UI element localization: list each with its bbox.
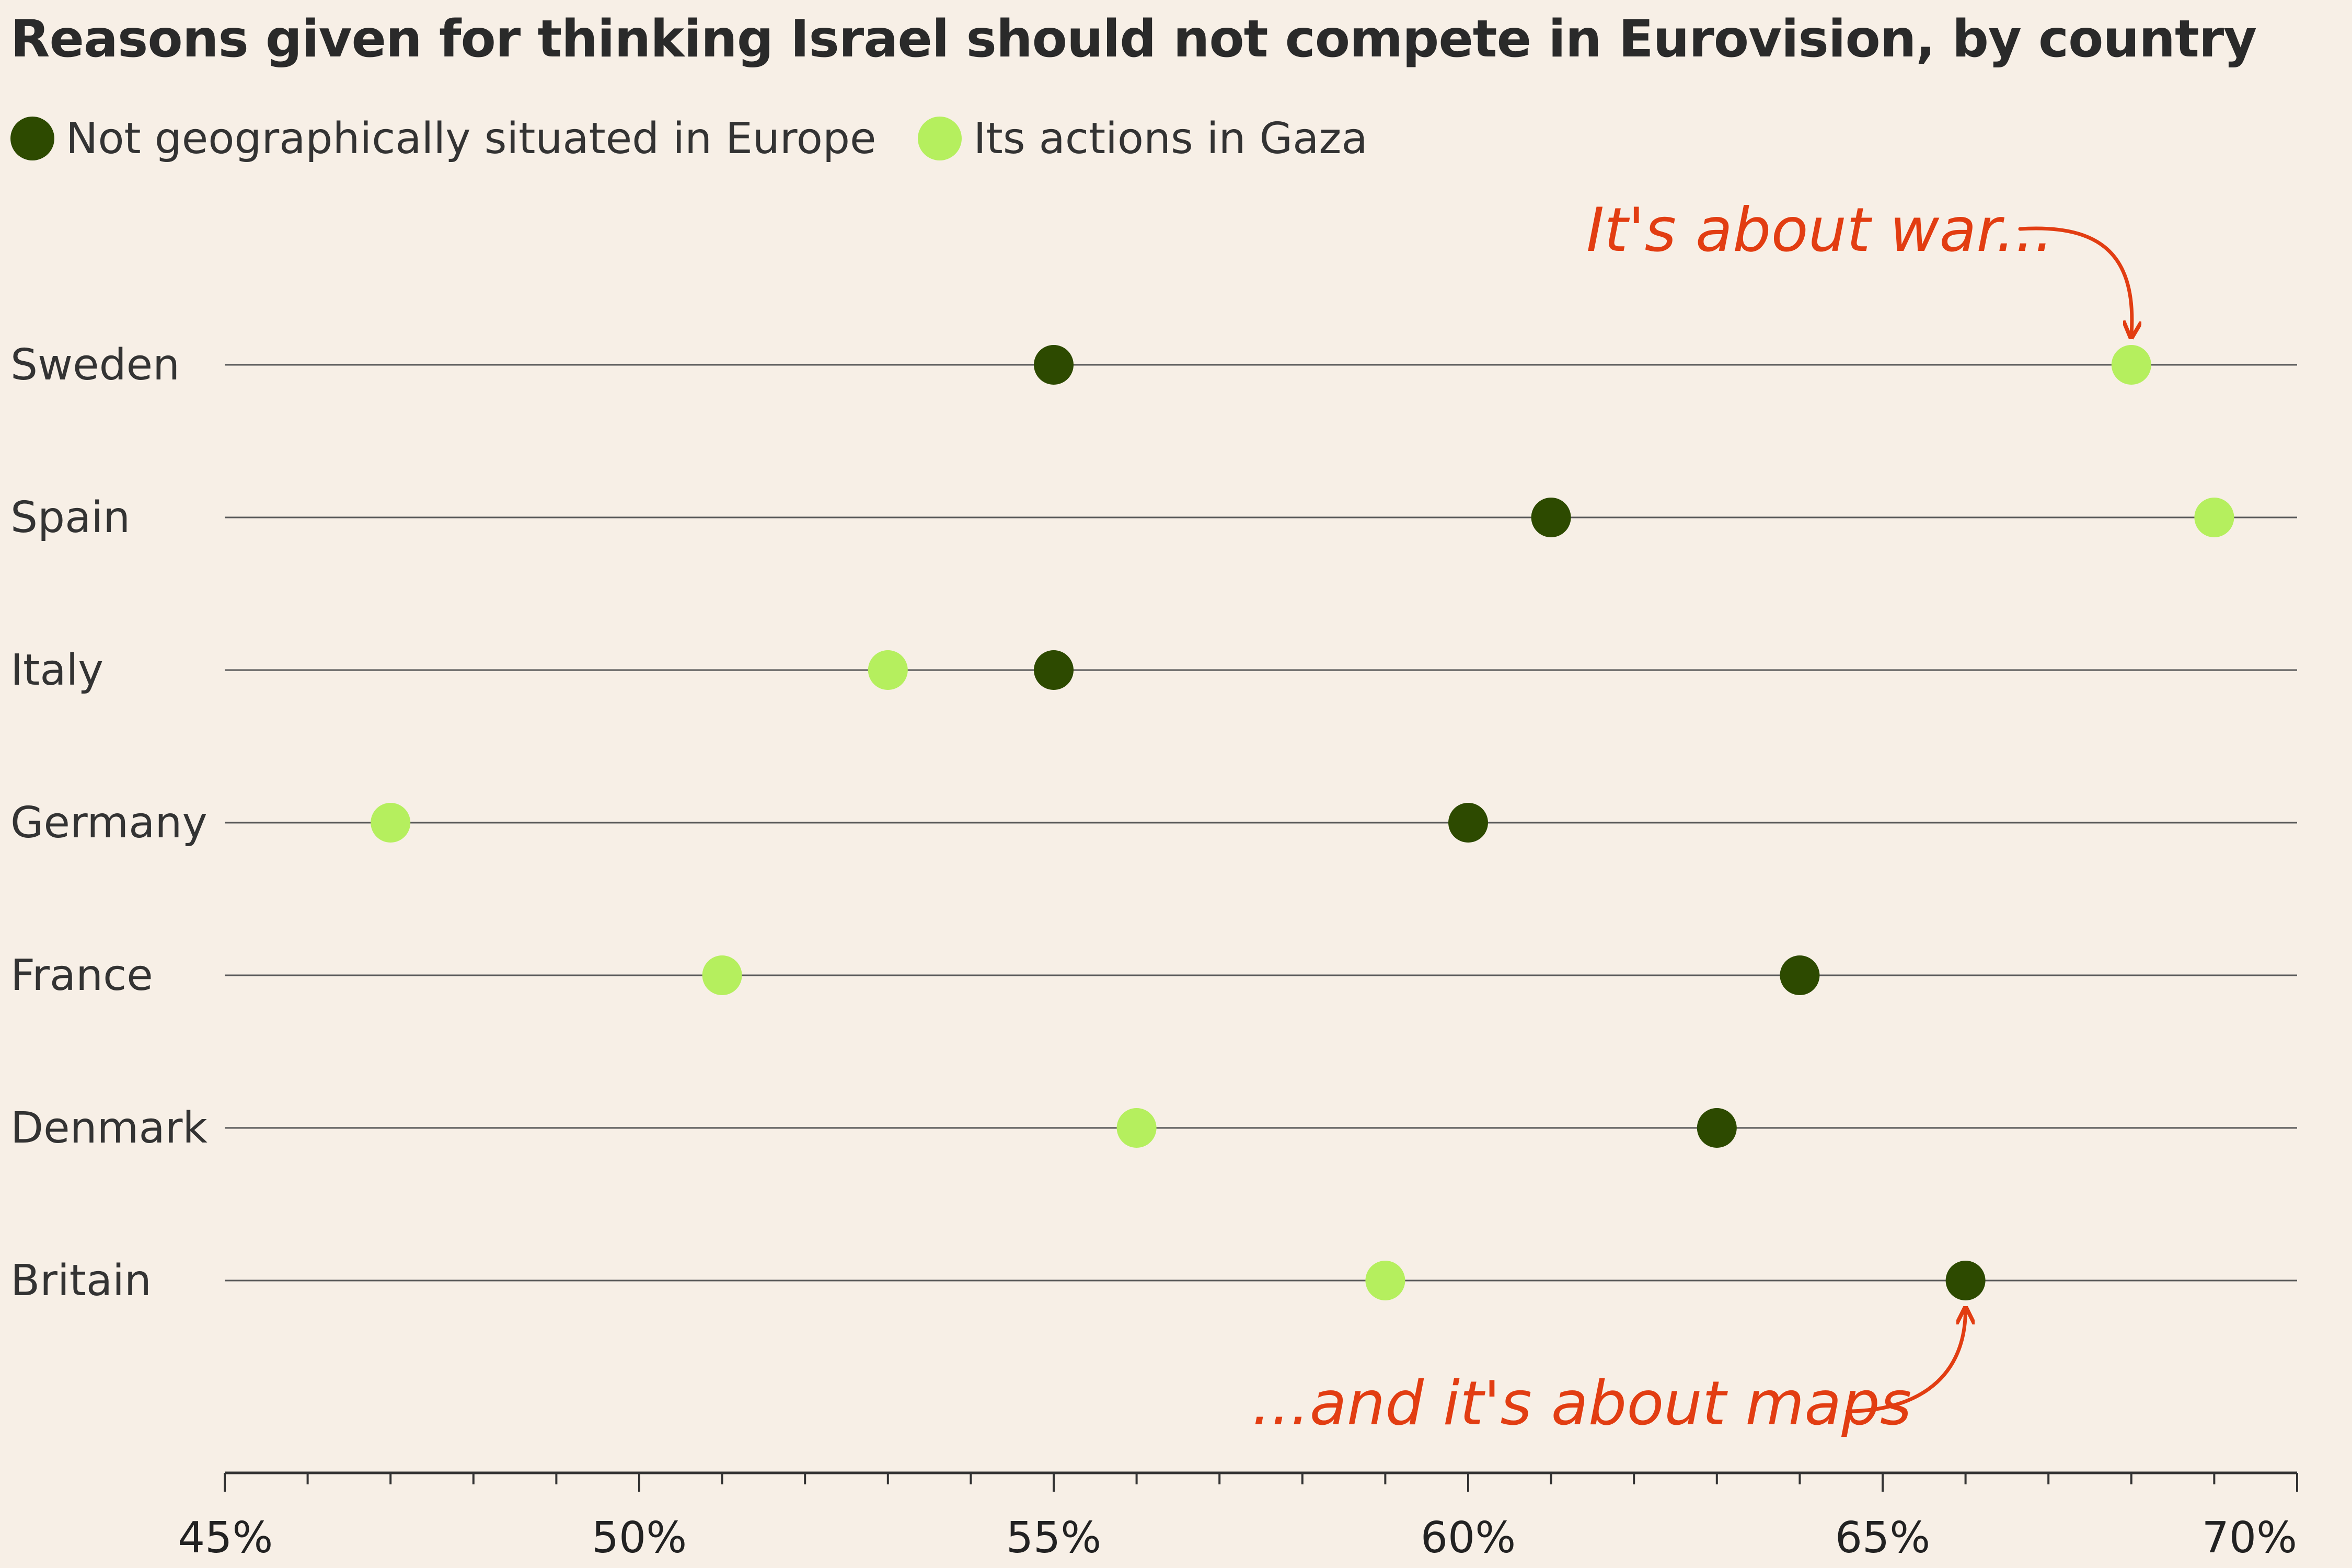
row-sweden: Sweden [10, 340, 2297, 390]
legend-item-gaza: Its actions in Gaza [918, 113, 1368, 164]
dot-britain-gaza [1365, 1261, 1405, 1300]
legend-swatch-geography [10, 117, 54, 160]
dot-italy-gaza [868, 650, 908, 690]
row-france: France [10, 951, 2297, 1000]
annotation-arrow-maps [1846, 1310, 1966, 1413]
dot-britain-geography [1945, 1261, 1986, 1300]
country-label: Britain [10, 1256, 152, 1306]
dot-denmark-gaza [1116, 1108, 1157, 1148]
legend-item-geography: Not geographically situated in Europe [10, 114, 876, 164]
country-label: Sweden [10, 340, 180, 390]
legend-label-gaza: Its actions in Gaza [973, 113, 1368, 164]
dot-sweden-geography [1034, 345, 1074, 385]
dot-france-geography [1780, 955, 1820, 995]
row-spain: Spain [10, 493, 2297, 543]
country-label: Spain [10, 493, 130, 543]
row-italy: Italy [10, 645, 2297, 695]
dot-spain-geography [1531, 498, 1571, 537]
dot-germany-gaza [371, 803, 411, 843]
legend: Not geographically situated in Europe It… [10, 110, 1368, 167]
x-tick-label: 70% [2202, 1513, 2297, 1563]
x-tick-label: 50% [592, 1513, 687, 1563]
dot-sweden-gaza [2111, 345, 2151, 385]
legend-swatch-gaza [918, 117, 962, 160]
annotation-war: It's about war... [1586, 195, 2054, 266]
dot-spain-gaza [2194, 498, 2234, 537]
annotation-arrow-war [2018, 226, 2132, 336]
x-tick-label: 65% [1835, 1513, 1930, 1563]
country-label: Italy [10, 645, 103, 695]
annotation-maps: ...and it's about maps [1252, 1368, 1911, 1439]
annotations: It's about war... ...and it's about maps [1252, 195, 2132, 1439]
country-rows: Sweden Spain Italy Germany France Denmark Brit… [10, 340, 2297, 1306]
chart-title: Reasons given for thinking Israel should… [10, 9, 2257, 69]
country-label: Denmark [10, 1103, 207, 1153]
x-tick-label: 45% [178, 1513, 273, 1563]
country-label: Germany [10, 798, 207, 848]
x-tick-label: 55% [1006, 1513, 1101, 1563]
country-label: France [10, 951, 153, 1000]
row-denmark: Denmark [10, 1103, 2297, 1153]
row-germany: Germany [10, 798, 2297, 848]
dot-denmark-geography [1697, 1108, 1737, 1148]
legend-label-geography: Not geographically situated in Europe [66, 113, 877, 164]
x-tick-label: 60% [1421, 1513, 1516, 1563]
dot-germany-geography [1448, 803, 1488, 843]
dot-france-gaza [702, 955, 742, 995]
x-axis: 45% 50% 55% 60% 65% 70% [178, 1471, 2298, 1563]
dot-italy-geography [1034, 650, 1074, 690]
